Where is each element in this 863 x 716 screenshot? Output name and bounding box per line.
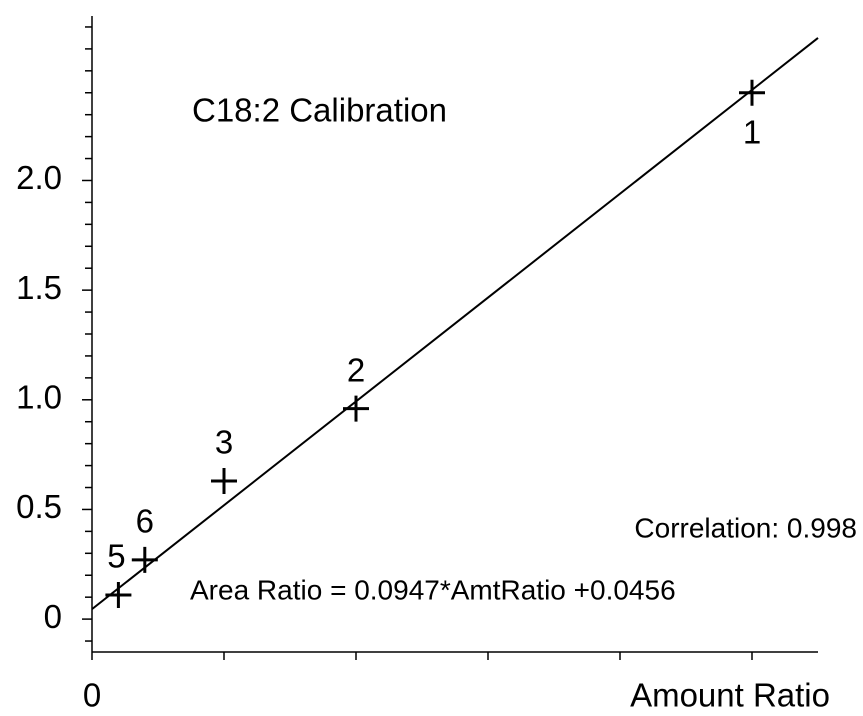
data-point [343, 395, 369, 422]
data-point [211, 467, 237, 494]
point-label: 5 [107, 538, 125, 575]
y-tick-label: 0.5 [16, 488, 62, 525]
point-label: 6 [136, 503, 154, 540]
y-tick-label: 1.0 [16, 379, 62, 416]
x-tick-label: 0 [83, 677, 101, 714]
annotation: Correlation: 0.998 [634, 512, 857, 543]
data-point [739, 79, 765, 106]
annotation: Area Ratio = 0.0947*AmtRatio +0.0456 [190, 574, 676, 605]
point-label: 3 [215, 424, 233, 461]
y-tick-label: 1.5 [16, 269, 62, 306]
x-axis-label: Amount Ratio [630, 677, 830, 714]
y-tick-label: 2.0 [16, 159, 62, 196]
chart-title: C18:2 Calibration [192, 92, 447, 129]
point-label: 1 [743, 113, 761, 150]
data-point [105, 581, 132, 608]
y-tick-label: 0 [44, 598, 62, 635]
fit-line [91, 37, 819, 610]
data-point [131, 546, 158, 573]
point-label: 2 [347, 351, 365, 388]
